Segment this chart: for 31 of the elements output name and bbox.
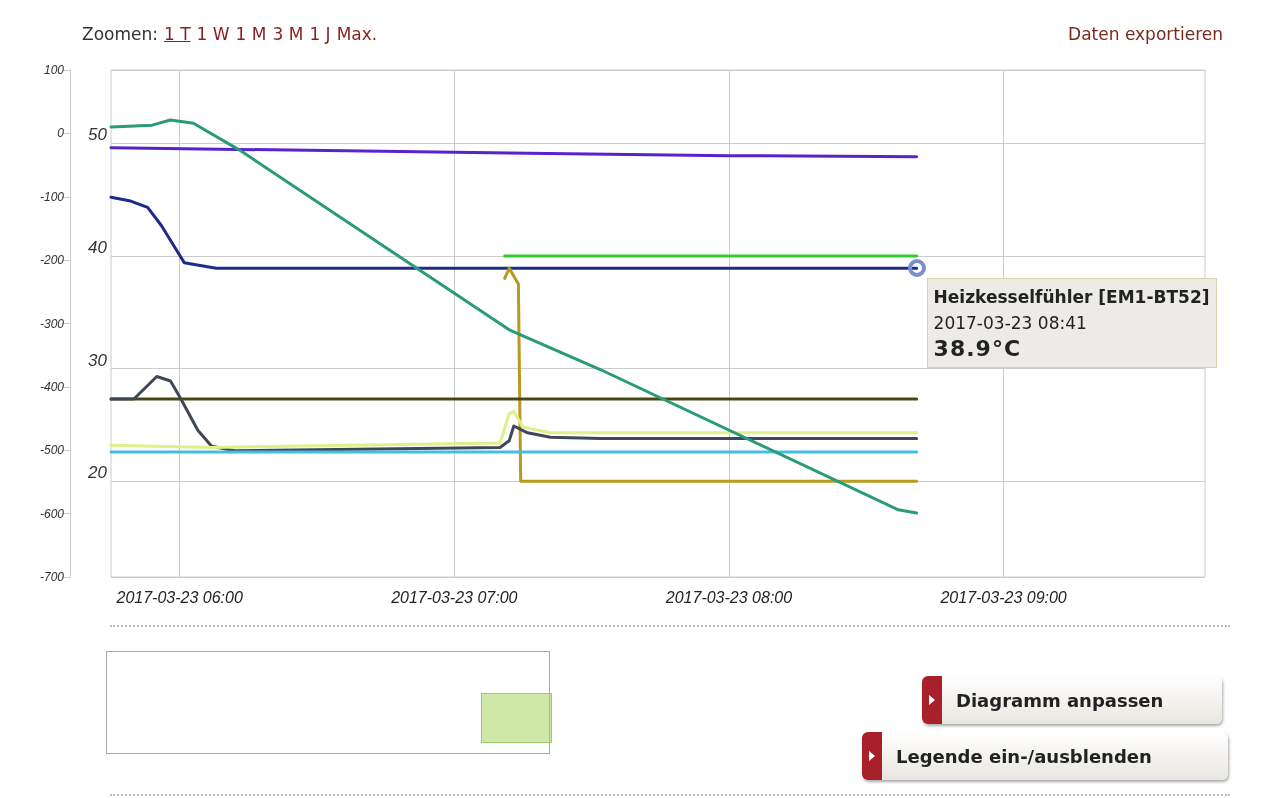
annotation: 38.9°C: [933, 336, 1023, 363]
annotation: 2017-03-23 08:41: [933, 312, 1088, 336]
y2-tick-label: 40: [88, 237, 108, 257]
y-tick-label: -500: [39, 443, 65, 458]
y-tick-label: -300: [39, 316, 65, 331]
y-tick-label: -700: [39, 570, 65, 584]
x-tick-label: 2017-03-23 08:00: [664, 588, 793, 606]
text: Daten exportieren: [1068, 24, 1223, 44]
y-tick-label: -400: [39, 379, 65, 394]
y2-tick-label: 30: [88, 350, 108, 370]
x-tick-label: 2017-03-23 09:00: [939, 588, 1067, 606]
text: 1 T: [163, 24, 191, 44]
y-tick-label: 0: [57, 126, 65, 141]
line-series: [109, 118, 919, 515]
x-tick-label: 2017-03-23 07:00: [390, 588, 518, 606]
text: 1 W: [196, 24, 230, 44]
y-tick-label: -100: [39, 189, 65, 204]
text: Legende ein-/ausblenden: [896, 745, 1152, 767]
text: 1 M: [235, 24, 267, 44]
x-tick-label: 2017-03-23 06:00: [115, 588, 243, 606]
y-tick-label: -200: [39, 253, 65, 268]
y-tick-label: -600: [39, 506, 65, 521]
y-tick-label: 100: [43, 63, 65, 77]
text: Max.: [336, 24, 378, 44]
text: 3 M: [272, 24, 304, 44]
text: Zoomen:: [82, 24, 158, 44]
text: 1 J: [309, 24, 331, 44]
text: Diagramm anpassen: [956, 689, 1164, 711]
annotation: Heizkesselfühler [EM1-BT52]: [933, 286, 1210, 310]
y2-tick-label: 50: [88, 125, 108, 145]
y2-tick-label: 20: [87, 463, 108, 483]
